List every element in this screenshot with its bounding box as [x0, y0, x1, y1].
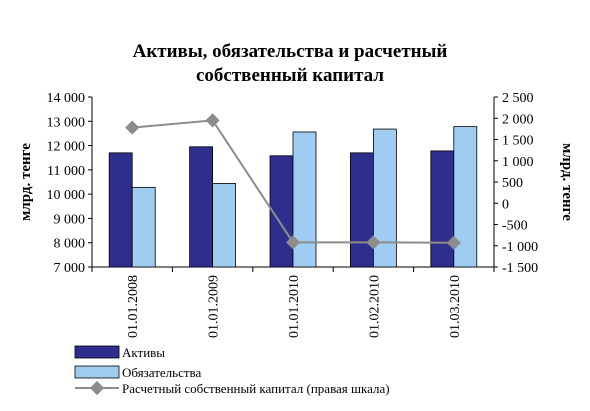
y-right-tick-label: 2 000 — [502, 112, 534, 127]
x-tick-label: 01.01.2010 — [287, 275, 302, 338]
y-left-tick-label: 12 000 — [47, 140, 86, 155]
x-tick-label: 01.01.2009 — [207, 275, 222, 338]
bar-liabilities — [372, 128, 397, 268]
line-equity-point — [366, 235, 381, 250]
line-equity-point — [125, 120, 140, 135]
bar-liabilities — [212, 183, 237, 268]
line-equity-point — [285, 235, 301, 250]
legend: Активы Обязательства Расчетный собственн… — [74, 345, 390, 396]
y-axis-right-label: млрд. тенге — [559, 143, 575, 221]
legend-label-liabilities: Обязательства — [122, 365, 202, 380]
y-right-tick-label: 1 500 — [502, 134, 534, 149]
bar-assets — [349, 152, 374, 268]
y-left-tick-label: 9 000 — [54, 212, 86, 227]
plot-area: 14 000 13 000 12 000 11 000 10 000 9 000 8 000… — [47, 91, 539, 338]
chart-title-line-2: собственный капитал — [196, 65, 384, 86]
x-tick-label: 01.02.2010 — [367, 275, 382, 338]
bar-liabilities — [131, 186, 156, 268]
y-left-tick-label: 11 000 — [47, 164, 85, 179]
y-right-tick-label: 500 — [502, 176, 523, 191]
legend-label-assets: Активы — [122, 345, 165, 360]
x-tick-label: 01.01.2008 — [126, 275, 141, 338]
bar-liabilities — [453, 126, 478, 268]
y-left-tick-label: 10 000 — [47, 188, 86, 203]
y-axis-left-label: млрд. тенге — [18, 143, 34, 221]
y-right-tick-label: 1 000 — [502, 155, 534, 170]
y-left-tick-label: 8 000 — [54, 237, 86, 252]
y-right-tick-label: -500 — [502, 219, 528, 234]
x-tick-label: 01.03.2010 — [448, 275, 463, 338]
y-left-tick-label: 14 000 — [47, 91, 86, 106]
chart-title: Активы, обязательства и расчетный собств… — [133, 41, 448, 86]
chart-title-line-1: Активы, обязательства и расчетный — [133, 41, 448, 62]
y-right-tick-label: 0 — [502, 197, 509, 212]
y-right-tick-label: 2 500 — [502, 91, 534, 106]
legend-swatch-assets — [74, 345, 120, 359]
bar-assets — [430, 150, 455, 268]
legend-swatch-liabilities — [74, 365, 120, 379]
bar-assets — [189, 146, 214, 268]
y-right-tick-label: -1 500 — [502, 261, 538, 276]
y-left-tick-label: 13 000 — [47, 115, 86, 130]
bar-assets — [108, 152, 133, 268]
bar-liabilities — [292, 131, 317, 268]
y-left-tick-label: 7 000 — [54, 261, 86, 276]
y-right-tick-label: -1 000 — [502, 240, 538, 255]
line-equity-point — [205, 113, 220, 128]
line-equity-point — [446, 235, 461, 250]
legend-marker-equity — [89, 380, 105, 396]
legend-label-equity: Расчетный собственный капитал (правая шк… — [122, 381, 390, 396]
